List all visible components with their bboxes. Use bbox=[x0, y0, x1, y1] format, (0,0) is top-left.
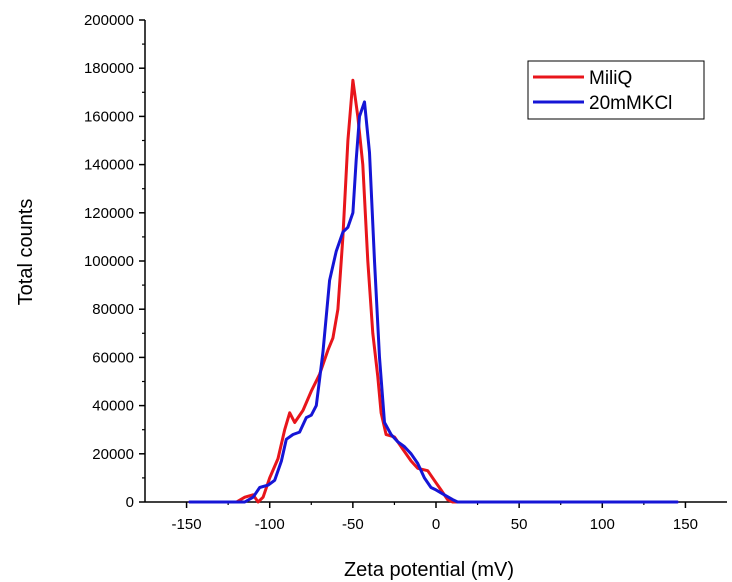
series-line-kcl bbox=[188, 100, 679, 504]
y-tick-label: 180000 bbox=[84, 60, 134, 77]
y-tick-label: 120000 bbox=[84, 205, 134, 222]
y-tick-label: 100000 bbox=[84, 253, 134, 270]
x-tick-label: 50 bbox=[511, 516, 528, 533]
x-tick-label: 0 bbox=[432, 516, 440, 533]
x-tick-label: -50 bbox=[342, 516, 364, 533]
x-tick-label: 100 bbox=[590, 516, 615, 533]
y-axis-title: Total counts bbox=[15, 199, 37, 306]
y-tick-label: 0 bbox=[126, 494, 134, 511]
x-tick-label: -100 bbox=[255, 516, 285, 533]
y-tick-label: 200000 bbox=[84, 12, 134, 29]
y-tick-label: 40000 bbox=[92, 398, 134, 415]
y-tick-label: 60000 bbox=[92, 349, 134, 366]
series-line-miliq bbox=[188, 78, 679, 504]
x-tick-label: 150 bbox=[673, 516, 698, 533]
y-tick-label: 20000 bbox=[92, 446, 134, 463]
legend-box bbox=[527, 60, 705, 120]
y-tick-label: 80000 bbox=[92, 301, 134, 318]
y-tick-label: 160000 bbox=[84, 108, 134, 125]
legend-label: MiliQ bbox=[589, 68, 632, 89]
y-tick-label: 140000 bbox=[84, 157, 134, 174]
legend-label: 20mMKCl bbox=[589, 93, 672, 114]
x-tick-label: -150 bbox=[172, 516, 202, 533]
x-axis-title: Zeta potential (mV) bbox=[344, 559, 514, 581]
